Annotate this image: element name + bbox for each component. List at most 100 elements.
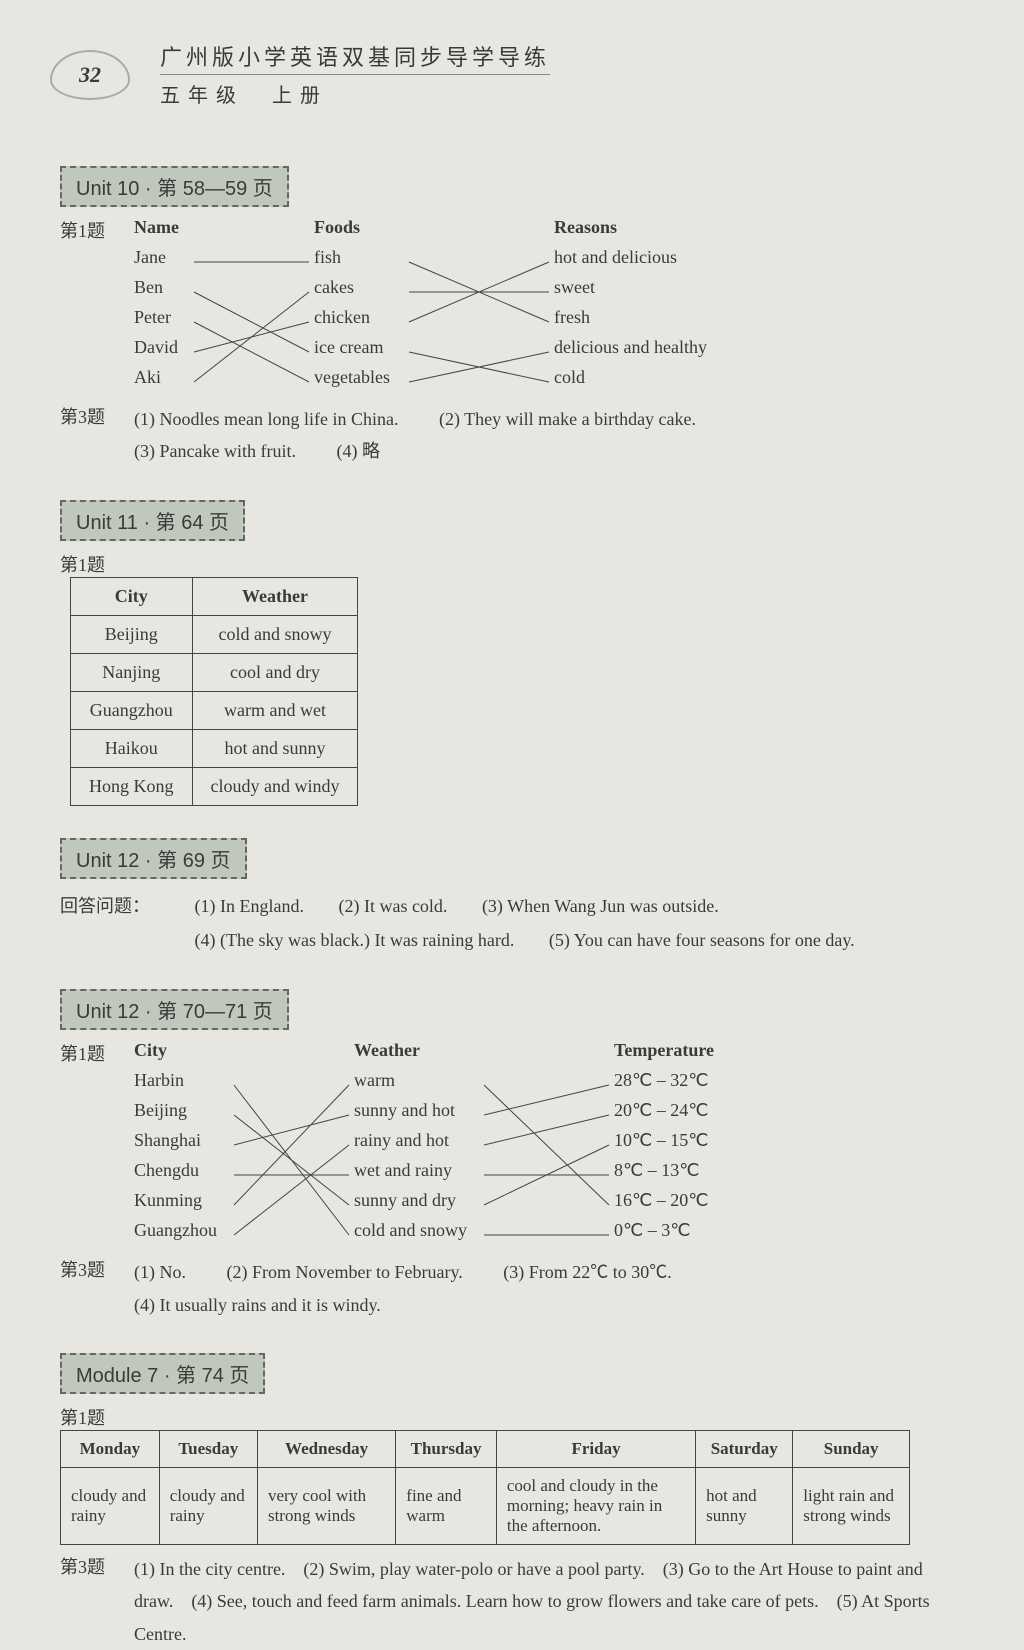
answer-item: (2) It was cold.	[338, 896, 447, 916]
table-header: Friday	[496, 1430, 695, 1467]
col-header: Reasons	[554, 217, 814, 247]
list-item: Kunming	[134, 1190, 354, 1220]
list-item: fish	[314, 247, 554, 277]
answer-item: (2) They will make a birthday cake.	[439, 409, 696, 429]
table-header: Weather	[192, 577, 358, 615]
list-item: fresh	[554, 307, 814, 337]
col-header: Weather	[354, 1040, 614, 1070]
list-item: Peter	[134, 307, 314, 337]
list-item: ice cream	[314, 337, 554, 367]
answer-item: (1) In England.	[195, 896, 304, 916]
weather-table: CityWeather Beijingcold and snowy Nanjin…	[70, 577, 358, 806]
unit12b-section: Unit 12 · 第 70—71 页 第1题 City Harbin Beij…	[60, 971, 964, 1321]
col-header: Temperature	[614, 1040, 814, 1070]
unit12a-tag: Unit 12 · 第 69 页	[60, 838, 247, 879]
table-cell: cloudy and rainy	[61, 1467, 160, 1544]
answer-item: (5) You can have four seasons for one da…	[549, 930, 855, 950]
book-subtitle: 五年级 上册	[160, 79, 964, 108]
week-table: Monday Tuesday Wednesday Thursday Friday…	[60, 1430, 910, 1545]
list-item: cold	[554, 367, 814, 397]
answer-item: (2) From November to February.	[227, 1262, 463, 1282]
list-item: 0℃ – 3℃	[614, 1220, 814, 1250]
list-item: sunny and hot	[354, 1100, 614, 1130]
unit12b-tag: Unit 12 · 第 70—71 页	[60, 989, 289, 1030]
answer-item: (1) No.	[134, 1262, 186, 1282]
book-title: 广州版小学英语双基同步导学导练	[160, 40, 550, 75]
unit10-matching: Name Jane Ben Peter David Aki Foods fish…	[134, 217, 814, 397]
unit10-col-name: Name Jane Ben Peter David Aki	[134, 217, 314, 397]
list-item: David	[134, 337, 314, 367]
list-item: warm	[354, 1070, 614, 1100]
list-item: Ben	[134, 277, 314, 307]
answer-item: (1) Noodles mean long life in China.	[134, 409, 398, 429]
list-item: sweet	[554, 277, 814, 307]
module7-section: Module 7 · 第 74 页 第1题 Monday Tuesday Wed…	[60, 1335, 964, 1650]
table-header: Sunday	[793, 1430, 910, 1467]
answer-item: (3) From 22℃ to 30℃.	[503, 1262, 672, 1282]
unit12b-col-temp: Temperature 28℃ – 32℃ 20℃ – 24℃ 10℃ – 15…	[614, 1040, 814, 1250]
table-cell: Beijing	[71, 615, 193, 653]
table-cell: cold and snowy	[192, 615, 358, 653]
table-cell: Haikou	[71, 729, 193, 767]
table-cell: cloudy and rainy	[159, 1467, 257, 1544]
unit10-col-reasons: Reasons hot and delicious sweet fresh de…	[554, 217, 814, 397]
unit12b-matching: City Harbin Beijing Shanghai Chengdu Kun…	[134, 1040, 814, 1250]
col-header: Foods	[314, 217, 554, 247]
list-item: Beijing	[134, 1100, 354, 1130]
table-header: Tuesday	[159, 1430, 257, 1467]
unit10-section: Unit 10 · 第 58—59 页 第1题 Name Jane Ben Pe…	[60, 148, 964, 468]
table-header: Monday	[61, 1430, 160, 1467]
table-cell: Guangzhou	[71, 691, 193, 729]
table-cell: hot and sunny	[696, 1467, 793, 1544]
answer-item: (4) 略	[336, 441, 380, 461]
col-header: Name	[134, 217, 314, 247]
unit12b-col-weather: Weather warm sunny and hot rainy and hot…	[354, 1040, 614, 1250]
page-header: 广州版小学英语双基同步导学导练 五年级 上册	[160, 40, 964, 108]
table-header: Saturday	[696, 1430, 793, 1467]
unit10-q1-label: 第1题	[60, 217, 130, 243]
list-item: Chengdu	[134, 1160, 354, 1190]
answer-item: (4) It usually rains and it is windy.	[134, 1295, 381, 1315]
table-cell: cloudy and windy	[192, 767, 358, 805]
table-cell: cool and dry	[192, 653, 358, 691]
module7-q3-body: (1) In the city centre. (2) Swim, play w…	[134, 1553, 934, 1650]
table-cell: cool and cloudy in the morning; heavy ra…	[496, 1467, 695, 1544]
unit12b-q3-label: 第3题	[60, 1256, 130, 1282]
unit12b-q3-body: (1) No. (2) From November to February. (…	[134, 1256, 672, 1321]
list-item: cakes	[314, 277, 554, 307]
answer-item: (3) Pancake with fruit.	[134, 441, 296, 461]
list-item: wet and rainy	[354, 1160, 614, 1190]
list-item: cold and snowy	[354, 1220, 614, 1250]
table-cell: Nanjing	[71, 653, 193, 691]
unit11-tag: Unit 11 · 第 64 页	[60, 500, 245, 541]
col-header: City	[134, 1040, 354, 1070]
table-cell: fine and warm	[396, 1467, 497, 1544]
list-item: 20℃ – 24℃	[614, 1100, 814, 1130]
module7-q3-label: 第3题	[60, 1553, 130, 1579]
answer-item: (3) When Wang Jun was outside.	[482, 896, 719, 916]
list-item: Jane	[134, 247, 314, 277]
list-item: chicken	[314, 307, 554, 337]
list-item: Aki	[134, 367, 314, 397]
list-item: rainy and hot	[354, 1130, 614, 1160]
unit12b-col-city: City Harbin Beijing Shanghai Chengdu Kun…	[134, 1040, 354, 1250]
list-item: sunny and dry	[354, 1190, 614, 1220]
list-item: 10℃ – 15℃	[614, 1130, 814, 1160]
list-item: 8℃ – 13℃	[614, 1160, 814, 1190]
list-item: 28℃ – 32℃	[614, 1070, 814, 1100]
list-item: delicious and healthy	[554, 337, 814, 367]
unit10-q3-label: 第3题	[60, 403, 130, 429]
unit11-q1-label: 第1题	[60, 551, 130, 577]
table-header: City	[71, 577, 193, 615]
unit12b-q1-label: 第1题	[60, 1040, 130, 1066]
answer-item: (4) (The sky was black.) It was raining …	[195, 930, 515, 950]
table-cell: light rain and strong winds	[793, 1467, 910, 1544]
module7-tag: Module 7 · 第 74 页	[60, 1353, 265, 1394]
table-cell: hot and sunny	[192, 729, 358, 767]
unit11-section: Unit 11 · 第 64 页 第1题 CityWeather Beijing…	[60, 482, 964, 806]
list-item: Shanghai	[134, 1130, 354, 1160]
list-item: 16℃ – 20℃	[614, 1190, 814, 1220]
list-item: Guangzhou	[134, 1220, 354, 1250]
list-item: hot and delicious	[554, 247, 814, 277]
unit12a-q-label: 回答问题：	[60, 889, 160, 923]
